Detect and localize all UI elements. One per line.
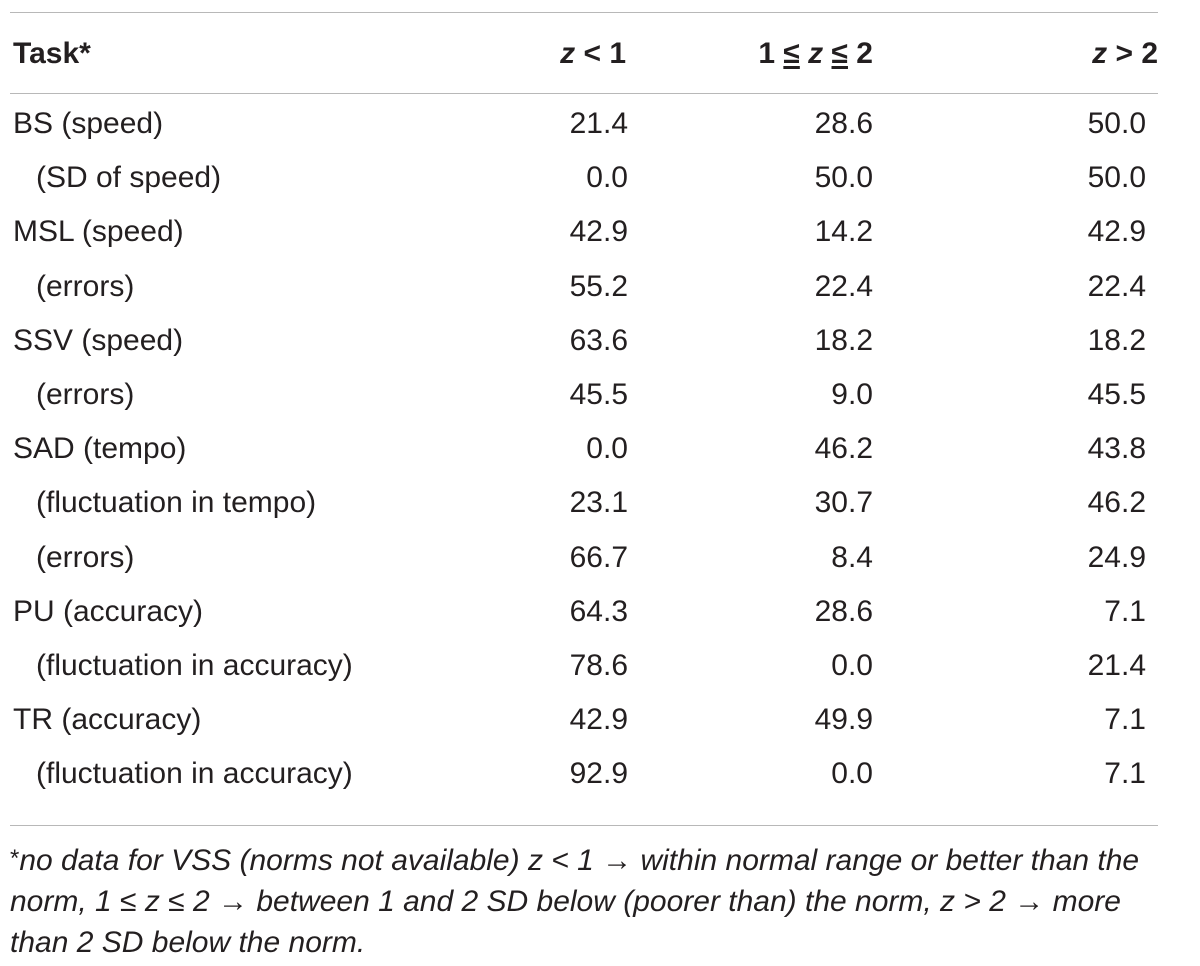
table-row: PU (accuracy) 64.3 28.6 7.1 xyxy=(10,585,1158,639)
table-row: (errors) 45.5 9.0 45.5 xyxy=(10,368,1158,422)
table-footnote: *no data for VSS (norms not available) z… xyxy=(10,838,1185,963)
cell-z-above-2: 7.1 xyxy=(1104,594,1146,628)
header-task: Task* xyxy=(13,36,91,70)
cell-z-between-1-2: 28.6 xyxy=(814,594,873,628)
row-task: SSV (speed) xyxy=(13,323,184,357)
results-table: Task* z < 1 1 ≤ z ≤ 2 z > 2 BS (speed) 2… xyxy=(10,14,1158,801)
header-z-between-var: z xyxy=(799,36,832,70)
table-row: SSV (speed) 63.6 18.2 18.2 xyxy=(10,314,1158,368)
header-z-below-1-var: z xyxy=(560,36,576,70)
cell-z-below-1: 92.9 xyxy=(569,757,628,791)
cell-z-above-2: 24.9 xyxy=(1087,540,1146,574)
table-row: SAD (tempo) 0.0 46.2 43.8 xyxy=(10,422,1158,476)
row-task: (fluctuation in tempo) xyxy=(36,486,317,520)
row-task: (SD of speed) xyxy=(36,161,222,195)
table-row: BS (speed) 21.4 28.6 50.0 xyxy=(10,93,1158,151)
row-task: (fluctuation in accuracy) xyxy=(36,648,353,682)
cell-z-between-1-2: 8.4 xyxy=(831,540,873,574)
row-task: SAD (tempo) xyxy=(13,432,187,466)
footnote-marker: * xyxy=(10,845,20,872)
header-z-below-1: z < 1 xyxy=(480,14,628,93)
cell-z-above-2: 50.0 xyxy=(1087,107,1146,141)
cell-z-above-2: 21.4 xyxy=(1087,648,1146,682)
cell-z-below-1: 64.3 xyxy=(569,594,628,628)
cell-z-between-1-2: 46.2 xyxy=(814,432,873,466)
cell-z-between-1-2: 30.7 xyxy=(814,486,873,520)
cell-z-below-1: 55.2 xyxy=(569,269,628,303)
table-row: (fluctuation in tempo) 23.1 30.7 46.2 xyxy=(10,476,1158,530)
cell-z-between-1-2: 28.6 xyxy=(814,107,873,141)
table-row: (fluctuation in accuracy) 78.6 0.0 21.4 xyxy=(10,639,1158,693)
row-task: MSL (speed) xyxy=(13,215,184,249)
row-task: (errors) xyxy=(36,269,135,303)
cell-z-above-2: 18.2 xyxy=(1087,323,1146,357)
cell-z-below-1: 0.0 xyxy=(586,161,628,195)
cell-z-between-1-2: 50.0 xyxy=(814,161,873,195)
table-row: TR (accuracy) 42.9 49.9 7.1 xyxy=(10,693,1158,747)
cell-z-below-1: 21.4 xyxy=(569,107,628,141)
footnote-text: no data for VSS (norms not available) z … xyxy=(10,844,1140,959)
table-row: (errors) 55.2 22.4 22.4 xyxy=(10,260,1158,314)
cell-z-above-2: 22.4 xyxy=(1087,269,1146,303)
cell-z-below-1: 78.6 xyxy=(569,648,628,682)
row-task: (errors) xyxy=(36,540,135,574)
cell-z-below-1: 23.1 xyxy=(569,486,628,520)
header-z-between-pre: 1 xyxy=(758,36,784,70)
cell-z-between-1-2: 9.0 xyxy=(831,378,873,412)
cell-z-between-1-2: 14.2 xyxy=(814,215,873,249)
cell-z-above-2: 50.0 xyxy=(1087,161,1146,195)
cell-z-below-1: 0.0 xyxy=(586,432,628,466)
cell-z-between-1-2: 18.2 xyxy=(814,323,873,357)
cell-z-between-1-2: 0.0 xyxy=(831,757,873,791)
cell-z-above-2: 45.5 xyxy=(1087,378,1146,412)
table-bottom-rule xyxy=(10,825,1158,826)
table-row: (SD of speed) 0.0 50.0 50.0 xyxy=(10,151,1158,205)
cell-z-between-1-2: 0.0 xyxy=(831,648,873,682)
cell-z-below-1: 45.5 xyxy=(569,378,628,412)
cell-z-above-2: 43.8 xyxy=(1087,432,1146,466)
table-header-row: Task* z < 1 1 ≤ z ≤ 2 z > 2 xyxy=(10,14,1158,93)
cell-z-below-1: 42.9 xyxy=(569,703,628,737)
header-z-below-1-rest: < 1 xyxy=(575,36,626,70)
row-task: (errors) xyxy=(36,378,135,412)
header-z-between-post: 2 xyxy=(847,36,873,70)
table-row: (errors) 66.7 8.4 24.9 xyxy=(10,531,1158,585)
header-z-above-2-rest: > 2 xyxy=(1107,36,1158,70)
header-z-between-le2: ≤ xyxy=(831,36,848,70)
cell-z-between-1-2: 22.4 xyxy=(814,269,873,303)
row-task: BS (speed) xyxy=(13,107,164,141)
header-z-between-1-2: 1 ≤ z ≤ 2 xyxy=(628,14,893,93)
cell-z-between-1-2: 49.9 xyxy=(814,703,873,737)
table-header-rule xyxy=(10,93,1158,94)
cell-z-below-1: 63.6 xyxy=(569,323,628,357)
cell-z-below-1: 42.9 xyxy=(569,215,628,249)
table-row: (fluctuation in accuracy) 92.9 0.0 7.1 xyxy=(10,747,1158,801)
row-task: PU (accuracy) xyxy=(13,594,204,628)
cell-z-above-2: 7.1 xyxy=(1104,757,1146,791)
table-row: MSL (speed) 42.9 14.2 42.9 xyxy=(10,205,1158,259)
table-top-rule xyxy=(10,12,1158,13)
header-z-between-le1: ≤ xyxy=(783,36,800,70)
header-z-above-2: z > 2 xyxy=(893,14,1158,93)
row-task: (fluctuation in accuracy) xyxy=(36,757,353,791)
header-z-above-2-var: z xyxy=(1092,36,1108,70)
row-task: TR (accuracy) xyxy=(13,703,202,737)
cell-z-above-2: 7.1 xyxy=(1104,703,1146,737)
cell-z-above-2: 42.9 xyxy=(1087,215,1146,249)
cell-z-below-1: 66.7 xyxy=(569,540,628,574)
cell-z-above-2: 46.2 xyxy=(1087,486,1146,520)
